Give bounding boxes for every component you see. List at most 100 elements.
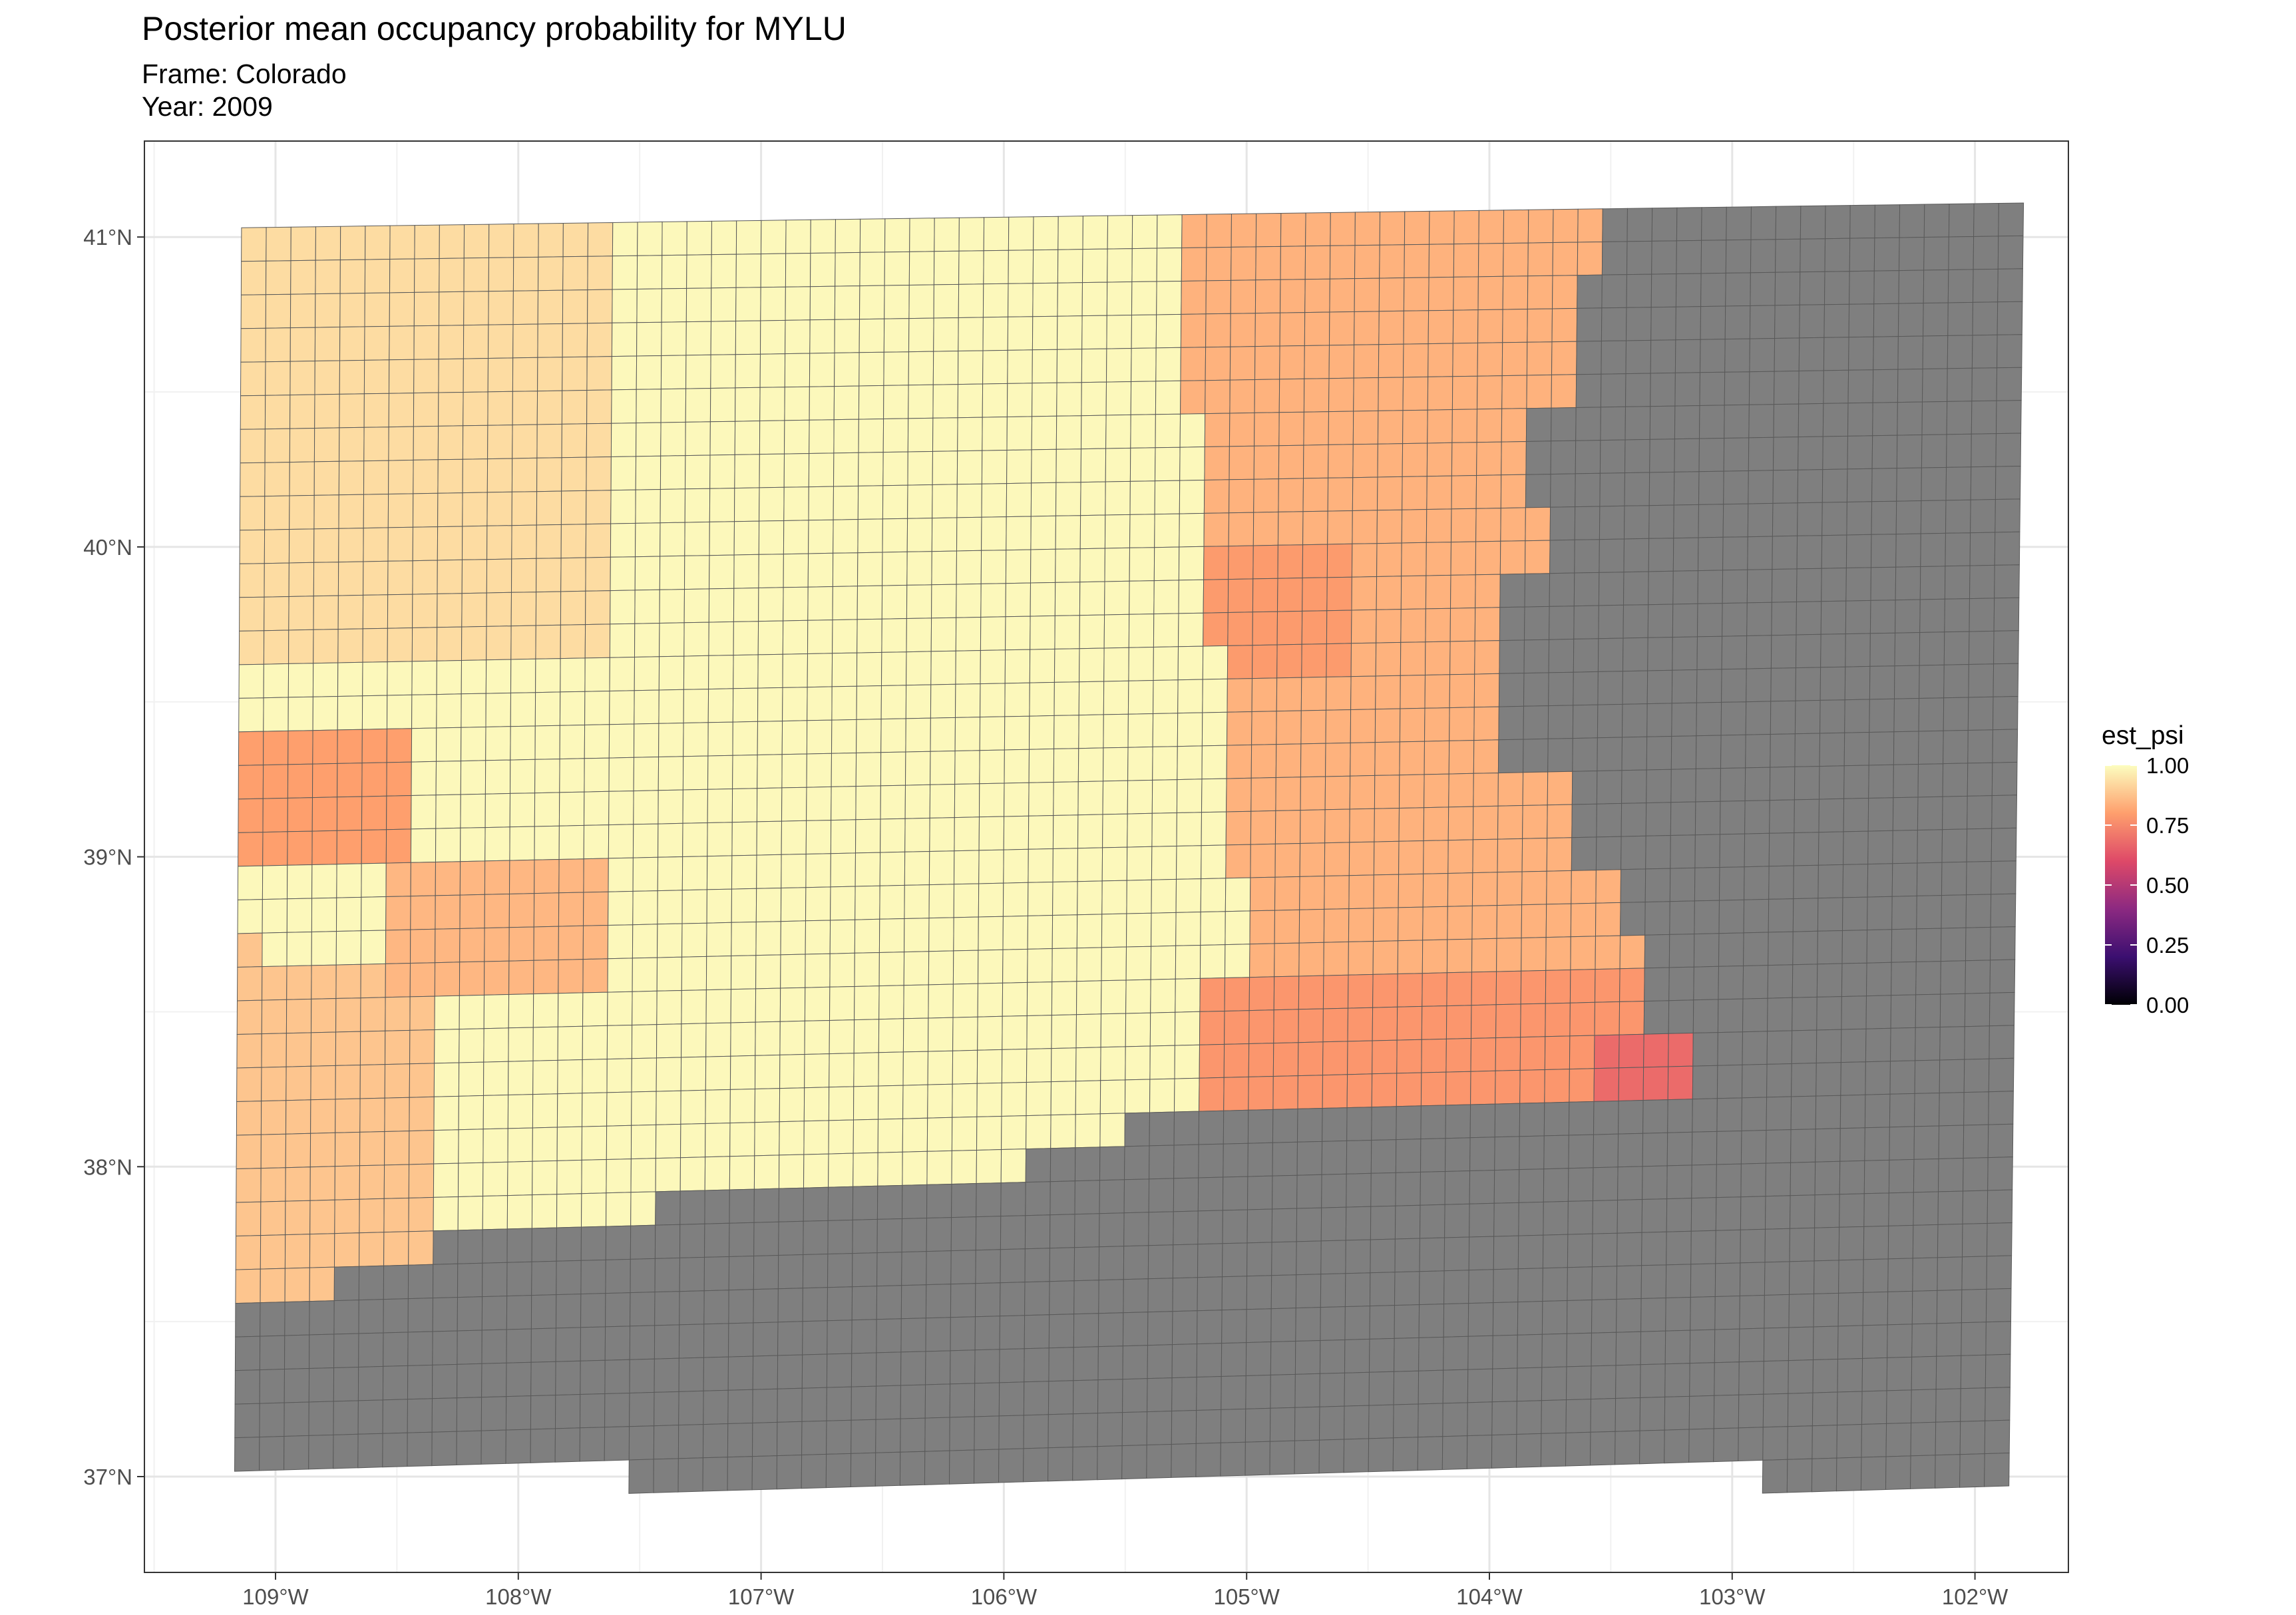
map-cell [685,321,712,356]
map-cell [657,856,683,892]
map-cell [1004,649,1031,684]
map-cell [1499,606,1525,641]
map-cell [658,789,683,824]
map-cell [1869,632,1896,667]
map-cell [1324,775,1351,810]
map-cell [804,1053,830,1089]
map-cell [288,562,315,598]
map-cell [1745,701,1772,735]
map-cell [780,887,807,922]
map-cell [1644,967,1670,1002]
map-cell [1378,377,1404,411]
map-cell [234,1403,260,1439]
map-cell [1398,906,1424,942]
map-cell [487,357,514,393]
map-cell [1105,414,1131,449]
map-cell [1098,1246,1125,1281]
map-cell [1601,307,1627,342]
map-cell [854,918,880,954]
map-cell [265,260,291,295]
map-cell [1524,540,1551,574]
map-cell [311,931,337,966]
map-cell [1173,1111,1200,1146]
map-cell [512,357,538,392]
map-cell [1448,740,1475,775]
map-cell [1919,566,1946,600]
map-cell [1300,809,1326,844]
map-cell [1277,544,1304,579]
map-cell [1295,1307,1321,1342]
map-cell [1055,548,1081,583]
map-cell [562,356,588,391]
map-cell [1816,963,1843,997]
map-cell [508,1027,534,1062]
map-cell [413,325,440,360]
map-cell [1945,532,1971,567]
map-cell [1592,1199,1619,1234]
map-cell [607,991,633,1026]
map-cell [1204,446,1230,481]
map-cell [1841,930,1868,964]
map-cell [1348,874,1374,910]
map-cell [384,1097,410,1133]
map-cell [1396,1072,1422,1107]
map-cell [1848,303,1875,338]
map-cell [1691,1131,1718,1166]
map-cell [682,789,709,824]
map-cell [633,756,660,792]
map-cell [508,893,535,928]
map-cell [580,1326,606,1361]
map-cell [288,596,314,631]
map-cell [1051,1014,1077,1049]
map-cell [1428,343,1453,377]
map-cell [1394,1304,1420,1339]
map-cell [754,1121,780,1157]
map-cell [1428,276,1454,311]
map-cell [1964,1025,1990,1060]
map-cell [536,524,562,559]
map-cell [1298,908,1325,944]
map-cell [1470,1037,1497,1072]
map-cell [314,326,341,362]
map-cell [1763,1327,1790,1362]
map-cell [438,325,465,360]
map-cell [1639,1429,1665,1465]
map-cell [1896,467,1922,502]
map-cell [1820,600,1847,635]
map-cell [505,1395,532,1431]
map-cell [508,993,534,1029]
map-cell [1245,1374,1271,1409]
map-cell [1764,1228,1791,1263]
map-cell [1621,703,1648,738]
map-cell [482,1094,509,1130]
map-cell [1863,1159,1890,1194]
map-cell [1024,1248,1051,1283]
map-cell [1599,505,1625,540]
map-cell [1048,1314,1075,1349]
map-cell [583,824,610,860]
map-cell [1573,671,1599,706]
map-cell [1889,1126,1915,1161]
map-cell [238,663,264,699]
map-cell [335,1064,361,1100]
map-cell [1897,335,1924,370]
map-cell [1811,1457,1837,1493]
map-cell [1790,1129,1816,1163]
map-cell [808,486,835,521]
map-cell [435,894,461,930]
map-cell [560,524,587,559]
map-cell [754,1054,781,1090]
map-cell [878,1051,904,1087]
map-cell [656,956,683,991]
map-cell [1369,1305,1396,1340]
map-cell [1798,403,1824,438]
map-cell [562,256,588,291]
map-cell [1495,1037,1521,1071]
map-cell [1426,508,1452,543]
x-tick-label: 107°W [728,1584,795,1609]
map-cell [1750,239,1776,273]
map-cell [1423,807,1449,842]
map-cell [1747,536,1773,570]
map-cell [1248,1043,1274,1077]
map-cell [853,1019,880,1054]
